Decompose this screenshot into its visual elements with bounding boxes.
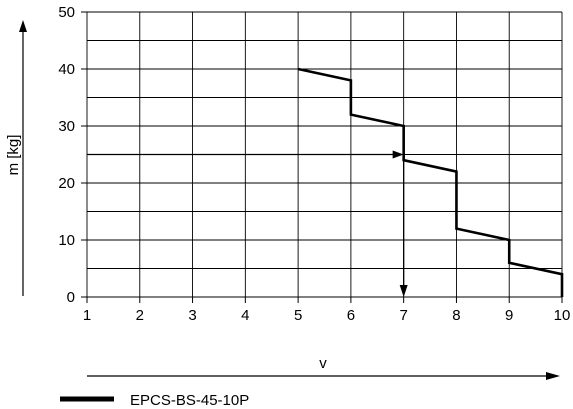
y-tick-label: 0 (67, 289, 75, 306)
legend-label: EPCS-BS-45-10P (130, 392, 249, 409)
x-tick-label: 9 (505, 307, 513, 324)
y-tick-label: 40 (58, 61, 75, 78)
x-tick-label: 4 (241, 307, 249, 324)
x-axis-arrowhead (546, 372, 560, 380)
y-tick-labels: 0 10 20 30 40 50 (58, 4, 75, 306)
x-tick-label: 3 (188, 307, 196, 324)
reading-vertical-arrowhead (399, 285, 408, 297)
reading-horizontal-arrowhead (392, 150, 404, 159)
series-layer (297, 67, 564, 297)
x-tick-label: 10 (554, 307, 571, 324)
example-reading (87, 150, 408, 297)
y-tick-label: 50 (58, 4, 75, 21)
y-axis-label: m [kg] (5, 135, 22, 176)
y-tick-label: 30 (58, 118, 75, 135)
y-tick-label: 20 (58, 175, 75, 192)
y-axis-arrowhead (19, 20, 27, 32)
x-tick-label: 8 (452, 307, 460, 324)
x-tick-label: 1 (83, 307, 91, 324)
x-tick-label: 5 (294, 307, 302, 324)
x-tick-labels: 1 2 3 4 5 6 7 8 9 10 (83, 307, 571, 324)
x-tick-label: 2 (136, 307, 144, 324)
grid (81, 11, 563, 303)
x-tick-label: 7 (399, 307, 407, 324)
x-tick-label: 6 (347, 307, 355, 324)
x-axis-label: v (319, 355, 327, 372)
y-tick-label: 10 (58, 232, 75, 249)
series-line (297, 67, 564, 297)
